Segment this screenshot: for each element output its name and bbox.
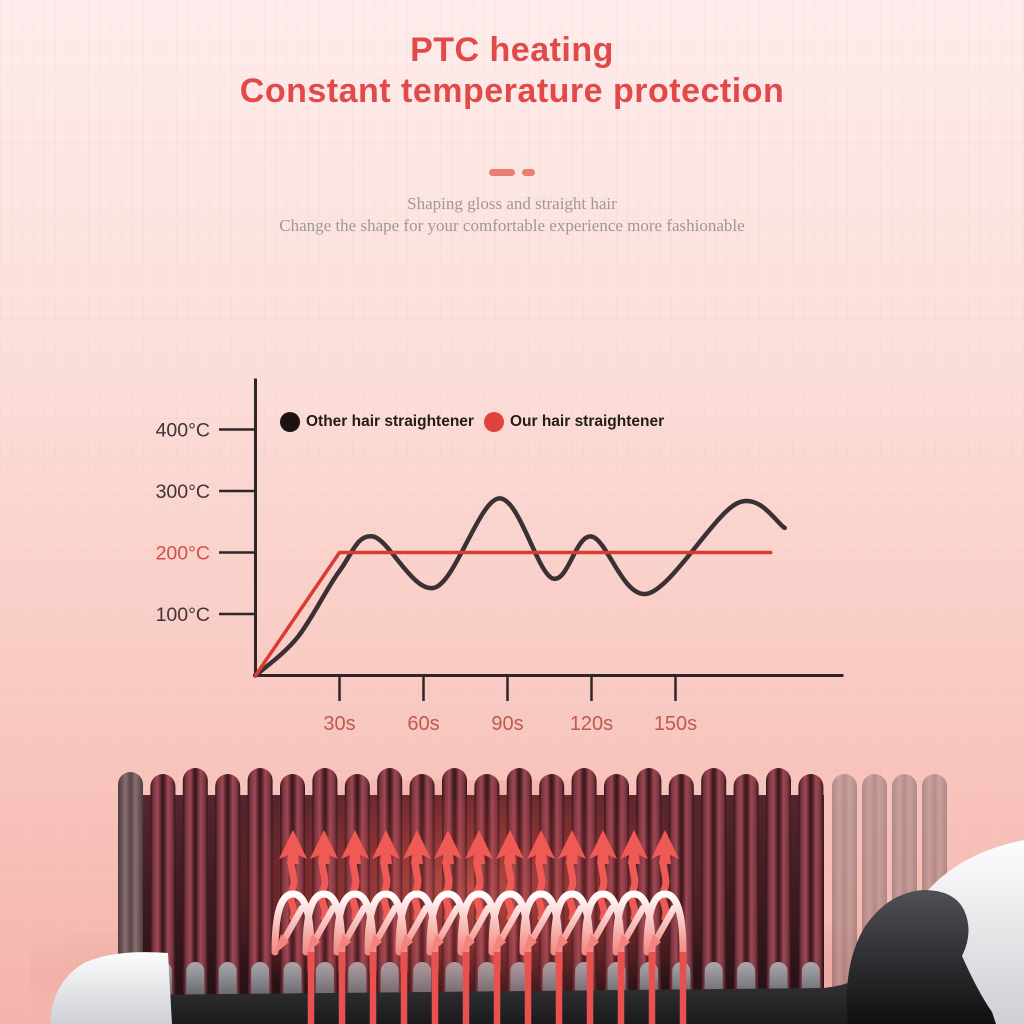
y-tick-label: 400°C [156, 420, 210, 442]
legend-item-other: Other hair straightener [280, 412, 474, 432]
x-tick-label: 30s [323, 713, 355, 735]
legend-dot-black [280, 412, 300, 432]
legend-dot-red [483, 412, 504, 432]
chart-legend: Other hair straightener Our hair straigh… [280, 412, 664, 432]
divider-dash-short [522, 169, 535, 177]
page-title-line1: PTC heating [410, 31, 614, 69]
x-tick-label: 90s [491, 713, 523, 735]
header: PTC heating Constant temperature protect… [0, 30, 1024, 236]
x-tick-label: 150s [654, 713, 697, 735]
chart-axes [253, 378, 844, 677]
legend-label: Our hair straightener [509, 413, 665, 430]
heating-plate [86, 918, 956, 1024]
x-tick-label: 60s [407, 713, 439, 735]
hinge-shadow [846, 890, 996, 1024]
section-divider [0, 169, 1024, 177]
subtitle-line1: Shaping gloss and straight hair [407, 193, 617, 213]
x-tick-label: 120s [570, 713, 613, 735]
device-body-left [50, 952, 172, 1024]
divider-dash-long [489, 169, 515, 177]
y-tick-label: 200°C [156, 543, 210, 565]
y-tick-label: 300°C [156, 481, 210, 503]
legend-label: Other hair straightener [306, 413, 474, 430]
subtitle-line2: Change the shape for your comfortable ex… [279, 215, 745, 235]
legend-item-ours: Our hair straightener [483, 412, 665, 432]
series-ours [253, 550, 773, 678]
y-tick-label: 100°C [156, 604, 210, 626]
page-title-line2: Constant temperature protection [239, 72, 785, 111]
series-other [253, 496, 787, 678]
